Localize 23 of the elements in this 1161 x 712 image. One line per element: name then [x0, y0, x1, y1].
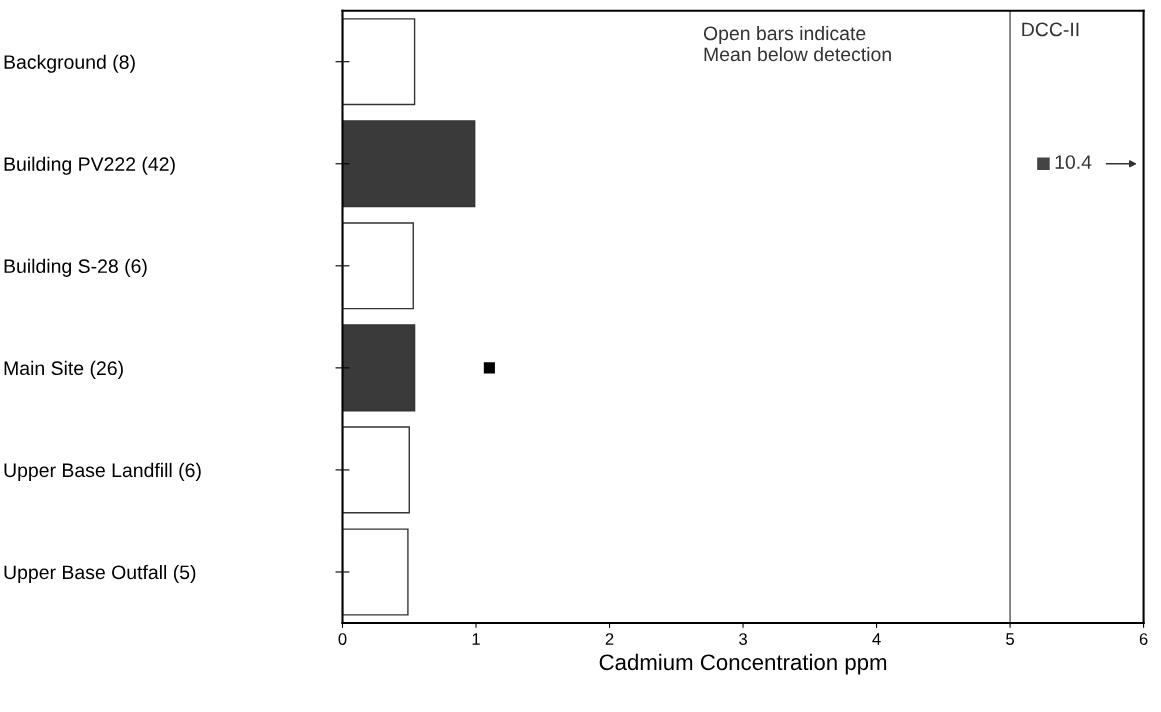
annotation: Open bars indicate Mean below detection [703, 25, 891, 62]
bar [342, 120, 476, 208]
bar [342, 324, 416, 412]
bar [342, 222, 414, 310]
x-tick-label: 2 [605, 633, 614, 645]
x-tick-label: 5 [1006, 633, 1015, 645]
bar [342, 426, 410, 514]
x-tick-label: 4 [872, 633, 881, 645]
y-tick-label: Background (8) [4, 54, 135, 73]
x-axis-title: Cadmium Concentration ppm [599, 653, 887, 675]
bar [342, 528, 409, 616]
annotation: 10.4 [1055, 155, 1092, 169]
y-tick-label: Upper Base Outfall (5) [4, 564, 196, 584]
x-tick-label: 0 [338, 633, 347, 645]
bar [342, 18, 416, 106]
y-tick-label: Upper Base Landfill (6) [4, 462, 201, 481]
x-tick-label: 6 [1139, 633, 1148, 645]
x-tick-label: 1 [472, 633, 480, 645]
y-tick-label: Building S-28 (6) [4, 258, 147, 277]
y-tick-label: Main Site (26) [4, 360, 123, 379]
ref-line-label: DCC-II [1022, 22, 1079, 37]
x-tick-label: 3 [739, 633, 747, 645]
y-tick-label: Building PV222 (42) [4, 156, 175, 175]
